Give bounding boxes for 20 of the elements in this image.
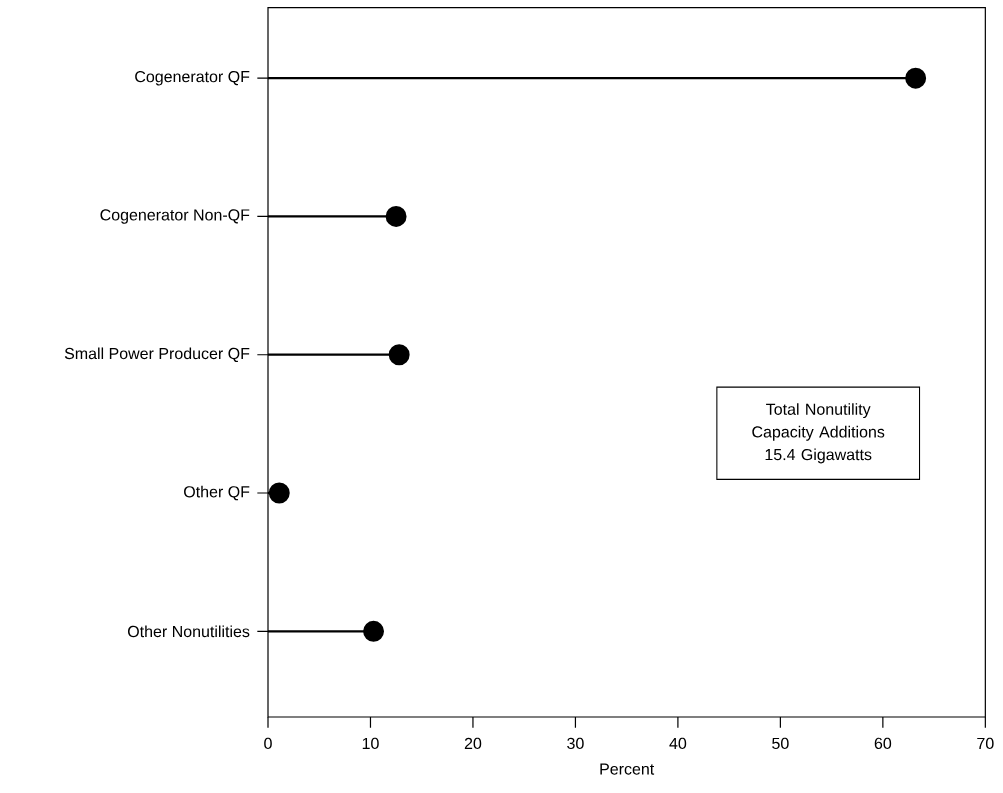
- y-tick-label: Other QF: [184, 485, 250, 501]
- x-tick-label: 30: [567, 737, 584, 750]
- x-tick-label: 60: [874, 737, 892, 750]
- point: [363, 620, 385, 642]
- y-tick-label: Small Power Producer QF: [64, 347, 250, 363]
- y-tick-label: Other Nonutilities: [127, 625, 250, 638]
- x-axis-title: Percent: [600, 763, 655, 775]
- point: [385, 205, 407, 227]
- x-tick-label: 70: [977, 737, 994, 750]
- point: [905, 67, 927, 89]
- x-tick-label: 50: [772, 737, 789, 750]
- x-tick-label: 40: [669, 737, 687, 750]
- x-tick-label: 0: [264, 737, 272, 750]
- y-tick-label: Cogenerator Non-QF: [100, 209, 250, 224]
- x-tick-label: 20: [464, 737, 482, 750]
- annotation: Total Nonutility Capacity Additions 15.4 Gigawatts: [752, 403, 885, 464]
- y-tick-label: Cogenerator QF: [135, 70, 250, 86]
- point: [268, 482, 290, 504]
- point: [388, 344, 410, 366]
- x-tick-label: 10: [362, 737, 379, 750]
